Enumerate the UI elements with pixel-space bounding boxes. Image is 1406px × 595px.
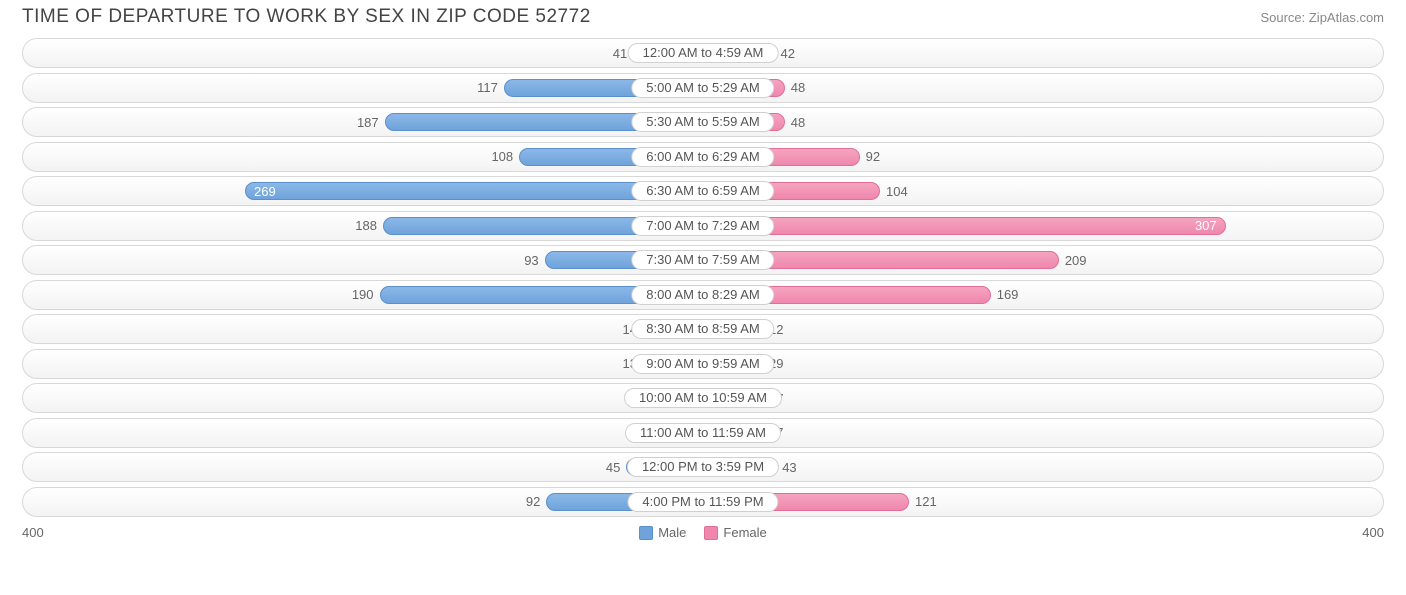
female-swatch-icon [704, 526, 718, 540]
chart-row: 45 4312:00 PM to 3:59 PM [22, 452, 1384, 482]
female-half: 42 [703, 39, 1383, 67]
chart-row: 187 48 5:30 AM to 5:59 AM [22, 107, 1384, 137]
chart-row: 01710:00 AM to 10:59 AM [22, 383, 1384, 413]
axis-max-left: 400 [22, 525, 44, 540]
chart-row: 117 48 5:00 AM to 5:29 AM [22, 73, 1384, 103]
male-half: 92 [23, 488, 703, 516]
female-half: 104 [703, 177, 1383, 205]
time-range-label: 12:00 AM to 4:59 AM [628, 43, 779, 63]
female-half: 17 [703, 419, 1383, 447]
time-range-label: 6:30 AM to 6:59 AM [631, 181, 774, 201]
female-value: 48 [791, 115, 805, 130]
chart-row: 190 169 8:00 AM to 8:29 AM [22, 280, 1384, 310]
chart-row: 14128:30 AM to 8:59 AM [22, 314, 1384, 344]
male-half: 41 [23, 39, 703, 67]
time-range-label: 5:00 AM to 5:29 AM [631, 78, 774, 98]
male-swatch-icon [639, 526, 653, 540]
legend: Male Female [639, 525, 767, 540]
chart-title: TIME OF DEPARTURE TO WORK BY SEX IN ZIP … [22, 6, 591, 28]
female-value: 48 [791, 80, 805, 95]
female-value: 209 [1065, 253, 1087, 268]
female-value: 104 [886, 184, 908, 199]
time-range-label: 5:30 AM to 5:59 AM [631, 112, 774, 132]
female-value: 42 [781, 46, 795, 61]
time-range-label: 12:00 PM to 3:59 PM [627, 457, 779, 477]
time-range-label: 7:30 AM to 7:59 AM [631, 250, 774, 270]
male-value: 269 [246, 184, 284, 199]
male-value: 45 [606, 460, 620, 475]
male-half: 14 [23, 315, 703, 343]
axis-max-right: 400 [1362, 525, 1384, 540]
female-half: 48 [703, 74, 1383, 102]
female-half: 307 [703, 212, 1383, 240]
male-half: 1 [23, 419, 703, 447]
male-half: 13 [23, 350, 703, 378]
chart-header: TIME OF DEPARTURE TO WORK BY SEX IN ZIP … [0, 0, 1406, 38]
legend-female-label: Female [723, 525, 766, 540]
male-half: 187 [23, 108, 703, 136]
time-range-label: 11:00 AM to 11:59 AM [625, 423, 781, 443]
time-range-label: 6:00 AM to 6:29 AM [631, 147, 774, 167]
time-range-label: 4:00 PM to 11:59 PM [627, 492, 778, 512]
female-half: 29 [703, 350, 1383, 378]
time-range-label: 8:00 AM to 8:29 AM [631, 285, 774, 305]
female-half: 121 [703, 488, 1383, 516]
male-half: 269 [23, 177, 703, 205]
male-value: 190 [352, 287, 374, 302]
chart-row: 41 4212:00 AM to 4:59 AM [22, 38, 1384, 68]
time-range-label: 10:00 AM to 10:59 AM [624, 388, 782, 408]
female-half: 92 [703, 143, 1383, 171]
female-bar: 307 [703, 217, 1226, 235]
male-half: 45 [23, 453, 703, 481]
male-half: 117 [23, 74, 703, 102]
female-value: 92 [866, 149, 880, 164]
chart-row: 269 104 6:30 AM to 6:59 AM [22, 176, 1384, 206]
chart-row: 108 92 6:00 AM to 6:29 AM [22, 142, 1384, 172]
male-half: 93 [23, 246, 703, 274]
female-half: 43 [703, 453, 1383, 481]
male-value: 108 [491, 149, 513, 164]
male-half: 0 [23, 384, 703, 412]
female-half: 48 [703, 108, 1383, 136]
legend-item-male: Male [639, 525, 686, 540]
male-half: 190 [23, 281, 703, 309]
chart-footer: 400 Male Female 400 [0, 521, 1406, 540]
male-half: 108 [23, 143, 703, 171]
female-value: 169 [997, 287, 1019, 302]
male-value: 117 [477, 80, 498, 95]
chart-row: 13299:00 AM to 9:59 AM [22, 349, 1384, 379]
male-value: 188 [355, 218, 377, 233]
female-half: 169 [703, 281, 1383, 309]
female-half: 12 [703, 315, 1383, 343]
male-half: 188 [23, 212, 703, 240]
time-range-label: 9:00 AM to 9:59 AM [631, 354, 774, 374]
male-value: 41 [613, 46, 627, 61]
female-value: 121 [915, 494, 937, 509]
female-value: 307 [1187, 218, 1225, 233]
male-value: 93 [524, 253, 538, 268]
chart-source: Source: ZipAtlas.com [1260, 10, 1384, 25]
chart-area: 41 4212:00 AM to 4:59 AM 117 48 5:00 AM to 5… [0, 38, 1406, 517]
male-value: 92 [526, 494, 540, 509]
female-value: 43 [782, 460, 796, 475]
chart-row: 92 121 4:00 PM to 11:59 PM [22, 487, 1384, 517]
female-half: 17 [703, 384, 1383, 412]
chart-row: 11711:00 AM to 11:59 AM [22, 418, 1384, 448]
chart-row: 188 307 7:00 AM to 7:29 AM [22, 211, 1384, 241]
chart-row: 93 209 7:30 AM to 7:59 AM [22, 245, 1384, 275]
female-half: 209 [703, 246, 1383, 274]
time-range-label: 8:30 AM to 8:59 AM [631, 319, 774, 339]
male-value: 187 [357, 115, 379, 130]
time-range-label: 7:00 AM to 7:29 AM [631, 216, 774, 236]
legend-male-label: Male [658, 525, 686, 540]
legend-item-female: Female [704, 525, 766, 540]
